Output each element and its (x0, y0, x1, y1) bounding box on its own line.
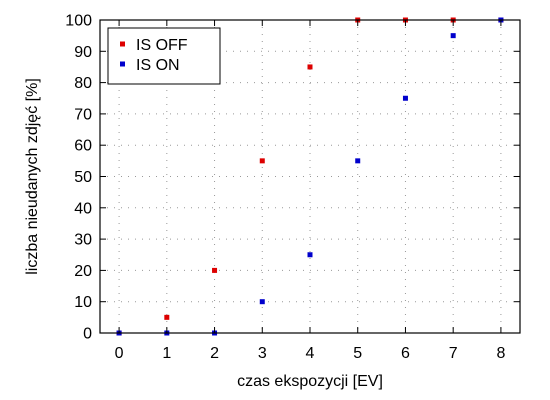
x-tick-label: 6 (401, 345, 410, 362)
legend-marker-is-off (120, 41, 125, 47)
y-tick-label: 10 (74, 294, 92, 311)
series-is-on-point (259, 299, 265, 305)
y-tick-label: 90 (74, 44, 92, 61)
series-is-off-point (259, 158, 265, 164)
x-axis-label: czas ekspozycji [EV] (237, 373, 383, 390)
x-tick-label: 5 (353, 345, 362, 362)
y-tick-label: 30 (74, 232, 92, 249)
series-is-on-point (307, 252, 313, 258)
x-tick-label: 4 (306, 345, 315, 362)
x-tick-label: 7 (449, 345, 458, 362)
x-tick-label: 8 (496, 345, 505, 362)
series-is-off-point (307, 64, 313, 70)
series-is-on-point (402, 95, 408, 101)
x-tick-label: 3 (258, 345, 267, 362)
legend-marker-is-on (120, 61, 125, 67)
x-tick-label: 2 (210, 345, 219, 362)
y-tick-label: 80 (74, 75, 92, 92)
y-tick-label: 40 (74, 200, 92, 217)
ticks-layer (100, 19, 520, 334)
y-tick-label: 100 (65, 13, 92, 30)
series-is-on-point (355, 158, 361, 164)
y-tick-label: 0 (83, 326, 92, 343)
legend-label-is-on: IS ON (136, 57, 180, 74)
y-tick-label: 70 (74, 106, 92, 123)
series-is-off-point (164, 314, 170, 320)
x-tick-label: 0 (115, 345, 124, 362)
x-tick-label: 1 (162, 345, 171, 362)
series-is-on-point (450, 33, 456, 39)
y-axis-label: liczba nieudanych zdjęć [%] (24, 78, 41, 275)
legend: IS OFF IS ON (107, 27, 221, 85)
y-tick-label: 60 (74, 138, 92, 155)
y-tick-label: 50 (74, 169, 92, 186)
legend-label-is-off: IS OFF (136, 37, 188, 54)
legend-box (107, 27, 221, 85)
y-tick-label: 20 (74, 263, 92, 280)
series-is-off-point (212, 267, 218, 273)
